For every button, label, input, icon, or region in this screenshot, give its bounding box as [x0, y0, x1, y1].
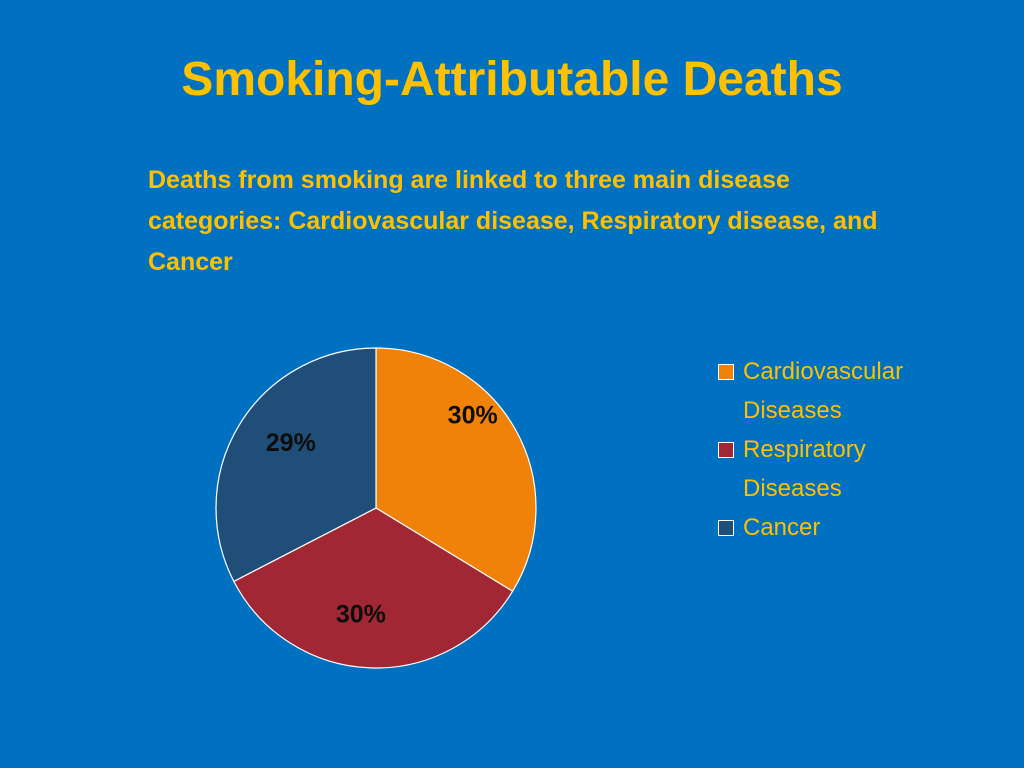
chart-legend: Cardiovascular Diseases Respiratory Dise…	[718, 352, 958, 547]
pie-slice-respiratory	[233, 507, 514, 669]
pie-label-respiratory: 30%	[336, 601, 386, 629]
pie-slice-cardiovascular	[375, 347, 537, 593]
legend-swatch-cancer	[718, 520, 734, 536]
slide-subtitle: Deaths from smoking are linked to three …	[148, 166, 878, 276]
legend-item-cardiovascular: Cardiovascular Diseases	[718, 352, 958, 430]
legend-label-cardiovascular: Cardiovascular Diseases	[743, 358, 904, 424]
legend-label-cancer: Cancer	[743, 514, 821, 541]
pie-slice-cancer	[215, 347, 377, 583]
legend-item-cancer: Cancer	[718, 508, 958, 547]
pie-data-labels: 30% 30% 29%	[266, 402, 498, 629]
legend-swatch-respiratory	[718, 442, 734, 458]
legend-swatch-cardiovascular	[718, 364, 734, 380]
legend-item-respiratory: Respiratory Diseases	[718, 430, 958, 508]
slide-title: Smoking-Attributable Deaths	[181, 53, 843, 106]
legend-label-respiratory: Respiratory Diseases	[743, 436, 866, 502]
pie-label-cardiovascular: 30%	[448, 402, 498, 430]
pie-slices	[215, 347, 537, 669]
pie-label-cancer: 29%	[266, 429, 316, 457]
